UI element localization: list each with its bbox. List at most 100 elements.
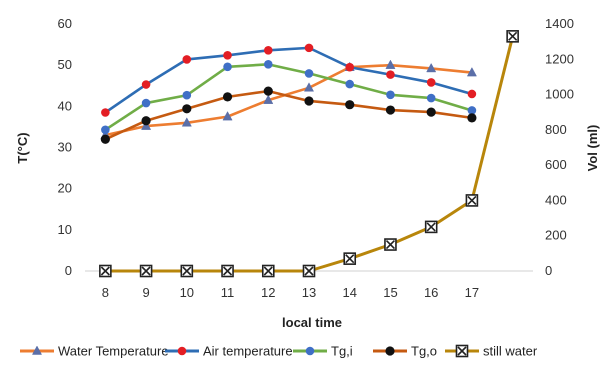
- data-point: [181, 117, 192, 127]
- data-point: [182, 104, 192, 114]
- series-4: [99, 30, 519, 278]
- legend-item: Tg,i: [293, 344, 353, 359]
- y-left-tick-label: 0: [65, 263, 72, 278]
- legend-item: Air temperature: [165, 344, 293, 359]
- x-tick-label: 13: [302, 285, 316, 300]
- data-point-cross: [141, 266, 151, 276]
- data-point: [345, 100, 355, 110]
- data-point: [466, 67, 477, 77]
- series-line: [104, 63, 473, 131]
- legend-label: Air temperature: [203, 344, 293, 359]
- y-right-tick-label: 200: [545, 228, 567, 243]
- y-left-tick-label: 30: [58, 140, 72, 155]
- y-left-tick-label: 40: [58, 98, 72, 113]
- data-point: [467, 106, 477, 115]
- data-point-cross: [426, 222, 436, 232]
- data-point: [101, 125, 110, 135]
- data-point-cross: [263, 266, 273, 276]
- x-tick-label: 11: [221, 285, 235, 300]
- legend-label: Water Temperature: [58, 344, 169, 359]
- data-point: [385, 59, 396, 69]
- data-point: [222, 92, 233, 102]
- data-point-cross: [182, 266, 192, 276]
- data-point-cross: [467, 195, 477, 205]
- data-point: [263, 86, 273, 96]
- y-left-tick-label: 20: [58, 181, 72, 196]
- legend-marker: [305, 346, 315, 356]
- data-point: [100, 134, 110, 144]
- data-point-cross: [385, 239, 396, 250]
- data-point: [426, 93, 436, 103]
- series-2: [101, 60, 477, 135]
- x-tick-label: 8: [102, 285, 109, 300]
- legend-label: still water: [483, 344, 538, 359]
- x-tick-label: 15: [383, 285, 397, 300]
- y-axis-left-title: T(°C): [15, 132, 30, 163]
- y-left-tick-label: 10: [58, 222, 72, 237]
- data-point: [141, 98, 151, 108]
- x-tick-label: 14: [342, 285, 356, 300]
- series-3: [100, 86, 477, 144]
- data-point: [222, 111, 233, 121]
- data-point: [263, 46, 273, 55]
- legend-item: Tg,o: [373, 344, 437, 359]
- data-point: [263, 94, 274, 104]
- x-tick-label: 10: [180, 285, 194, 300]
- series-line: [105, 63, 473, 137]
- data-point: [141, 116, 151, 126]
- legend-item: still water: [445, 344, 538, 359]
- data-point: [386, 90, 395, 100]
- legend-marker: [177, 346, 187, 356]
- data-point: [182, 55, 192, 64]
- x-tick-label: 9: [142, 285, 149, 300]
- legend-marker: [31, 345, 43, 355]
- series-layer: [99, 30, 519, 278]
- data-point: [304, 69, 314, 78]
- y-right-tick-label: 0: [545, 263, 552, 278]
- data-point: [223, 62, 232, 72]
- legend-marker: [385, 346, 395, 356]
- legend-marker-cross: [457, 346, 467, 356]
- legend: Water Temperature Air temperature Tg,i Tg,o…: [20, 344, 538, 359]
- x-axis-title: local time: [282, 315, 342, 330]
- data-point: [223, 50, 232, 60]
- data-point-cross: [100, 266, 110, 276]
- data-point: [101, 108, 110, 117]
- x-tick-label: 16: [424, 285, 438, 300]
- y-left-tick-label: 50: [58, 57, 72, 72]
- data-point: [426, 107, 436, 117]
- x-tick-label: 17: [465, 285, 479, 300]
- y-right-tick-label: 400: [545, 192, 567, 207]
- legend-label: Tg,o: [411, 344, 437, 359]
- data-point: [386, 70, 395, 79]
- data-point-cross: [304, 266, 314, 276]
- data-point: [304, 96, 314, 106]
- x-tick-label: 12: [261, 285, 275, 300]
- data-point-cross: [508, 31, 518, 41]
- data-point: [263, 60, 273, 69]
- data-point: [304, 43, 314, 53]
- data-point: [467, 89, 477, 99]
- y-right-tick-label: 600: [545, 157, 567, 172]
- y-right-tick-label: 1200: [545, 51, 574, 66]
- data-point: [467, 113, 477, 123]
- series-1: [101, 43, 477, 117]
- axes: 8 9 10 11 12 13 14 15 16 170102030405060020040060…: [58, 16, 574, 300]
- legend-label: Tg,i: [331, 344, 353, 359]
- data-point-cross: [222, 266, 233, 276]
- data-point: [303, 82, 315, 92]
- series-line: [104, 46, 473, 114]
- data-point: [345, 79, 355, 89]
- data-point: [182, 90, 192, 100]
- data-point: [141, 120, 152, 130]
- data-point-cross: [345, 254, 355, 264]
- data-point: [426, 62, 437, 73]
- y-right-tick-label: 800: [545, 122, 567, 137]
- y-right-tick-label: 1000: [545, 87, 574, 102]
- data-point: [141, 80, 151, 89]
- y-right-tick-label: 1400: [545, 16, 574, 31]
- data-point: [345, 62, 355, 72]
- series-0: [100, 59, 477, 139]
- y-axis-right-title: Vol (ml): [585, 125, 600, 172]
